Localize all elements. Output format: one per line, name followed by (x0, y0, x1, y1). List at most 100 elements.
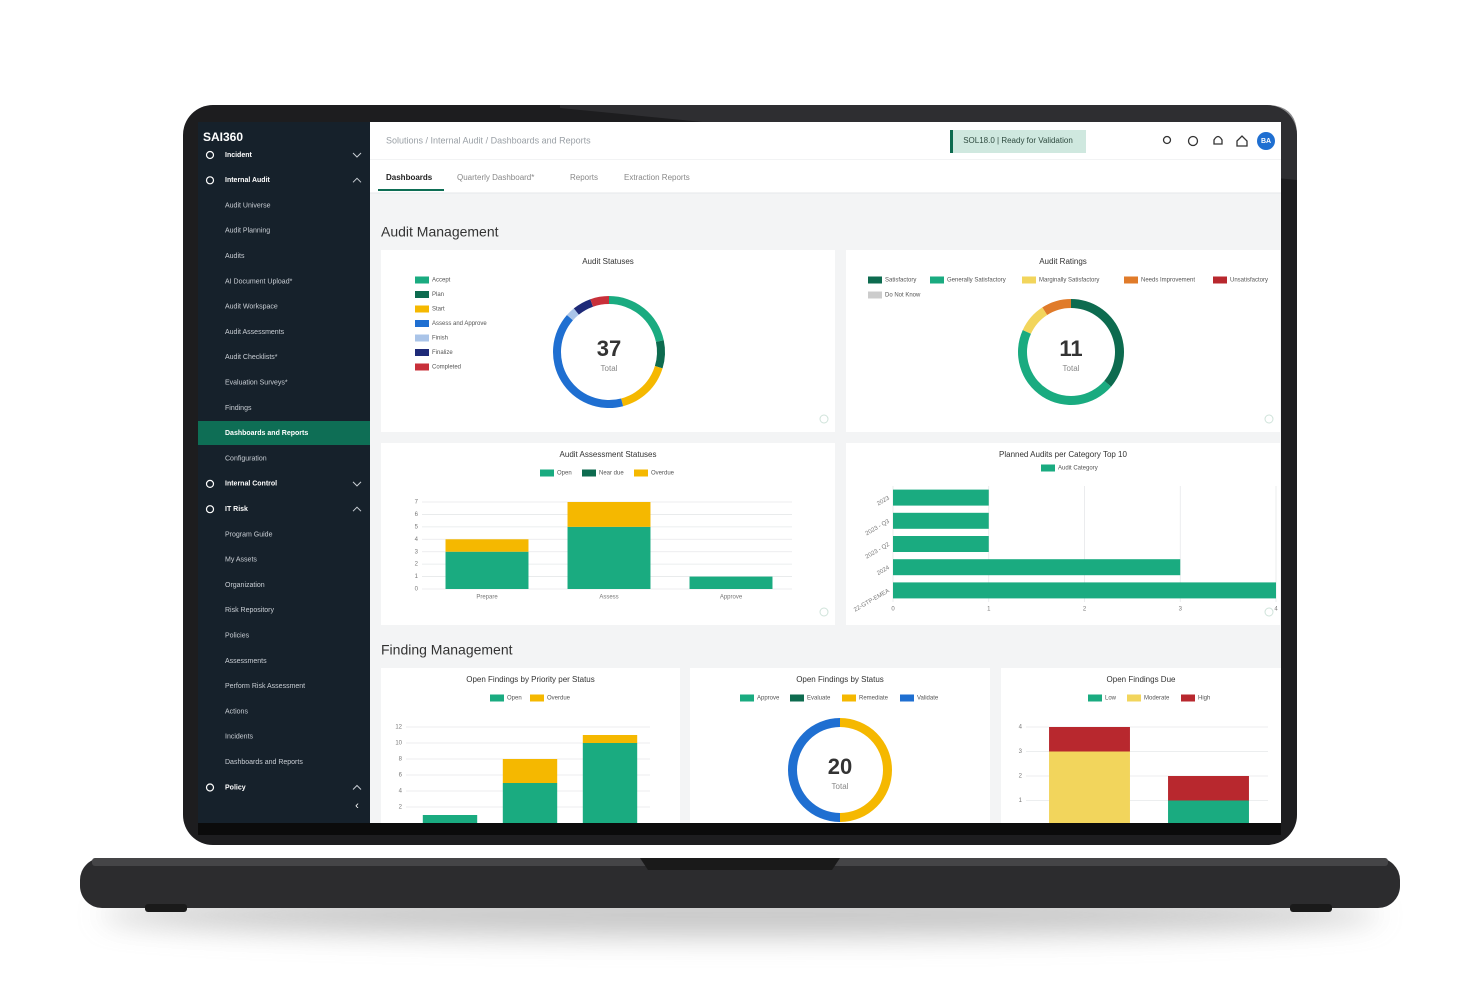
tab[interactable]: Quarterly Dashboard* (457, 173, 534, 182)
menu-item[interactable]: Risk Repository (225, 607, 275, 614)
legend-swatch (740, 694, 754, 702)
donut-segment (566, 308, 579, 321)
donut-segment (621, 366, 663, 407)
legend-label: Validate (917, 696, 939, 702)
donut-total-label: Total (832, 782, 849, 791)
y-tick-label: 1 (415, 574, 419, 580)
legend-label: Open (557, 471, 572, 477)
legend-label: Do Not Know (885, 293, 921, 299)
legend-swatch (1022, 276, 1036, 284)
menu-item[interactable]: Audit Assessments (225, 329, 285, 336)
section-title: Finding Management (381, 642, 513, 658)
menu-item[interactable]: My Assets (225, 557, 257, 564)
legend-label: Low (1105, 696, 1117, 702)
menu-item[interactable]: Assessments (225, 658, 267, 665)
x-tick-label: 3 (1179, 607, 1183, 613)
bar-segment (1049, 751, 1130, 823)
legend-swatch (1127, 694, 1141, 702)
chevron (352, 506, 362, 512)
menu-item[interactable]: Audit Workspace (225, 304, 278, 311)
chevron (352, 152, 362, 158)
legend-label: Finish (432, 336, 448, 342)
home-icon[interactable] (1236, 135, 1248, 147)
legend-swatch (582, 469, 596, 477)
menu-group[interactable]: Incident (225, 152, 253, 159)
legend-swatch (415, 305, 429, 313)
bar-segment (582, 735, 638, 743)
menu-item[interactable]: Evaluation Surveys* (225, 380, 288, 387)
bar-segment (1168, 776, 1249, 801)
info-icon[interactable] (1264, 414, 1274, 424)
search-icon[interactable] (1162, 135, 1172, 145)
legend-swatch (415, 276, 429, 284)
tab[interactable]: Reports (570, 173, 598, 182)
y-tick-label: 6 (399, 773, 403, 779)
y-tick-label: 8 (399, 757, 403, 763)
info-icon[interactable] (819, 414, 829, 424)
y-tick-label: 4 (399, 789, 403, 795)
legend-label: Open (507, 696, 522, 702)
legend-label: Overdue (651, 471, 675, 477)
collapse-icon[interactable]: ‹ (355, 800, 359, 812)
menu-item[interactable]: Perform Risk Assessment (225, 683, 305, 690)
menu-group[interactable]: Policy (225, 784, 246, 791)
menu-item[interactable]: Policies (225, 633, 250, 640)
menu-icon (205, 176, 215, 185)
x-tick-label: 2 (1083, 607, 1087, 613)
menu-item[interactable]: AI Document Upload* (225, 278, 293, 285)
donut-total-label: Total (601, 364, 618, 373)
y-tick-label: 2 (399, 805, 403, 811)
legend-label: Start (432, 307, 445, 313)
donut-segment (654, 340, 665, 369)
menu-item[interactable]: Audits (225, 253, 245, 260)
legend-swatch (842, 694, 856, 702)
menu-group[interactable]: Internal Audit (225, 177, 271, 184)
legend-swatch (790, 694, 804, 702)
info-icon[interactable] (819, 607, 829, 617)
info-icon[interactable] (1264, 607, 1274, 617)
menu-item[interactable]: Incidents (225, 734, 254, 741)
y-tick-label: 4 (1019, 725, 1023, 731)
menu-item[interactable]: Audit Checklists* (225, 354, 278, 361)
bar-segment (445, 539, 529, 552)
bar-segment (422, 815, 478, 823)
donut-segment (1017, 329, 1112, 406)
donut-total: 20 (828, 754, 852, 779)
donut-segment (1022, 307, 1048, 334)
logo: SAI360 (203, 130, 243, 144)
menu-group[interactable]: Internal Control (225, 481, 277, 488)
menu-icon (205, 505, 215, 514)
avatar[interactable] (1257, 132, 1275, 150)
legend-swatch (868, 276, 882, 284)
tab[interactable]: Extraction Reports (624, 173, 690, 182)
menu-item[interactable]: Organization (225, 582, 265, 589)
bell-icon[interactable] (1213, 135, 1223, 145)
legend-swatch (1181, 694, 1195, 702)
menu-item[interactable]: Configuration (225, 455, 267, 462)
legend-swatch (530, 694, 544, 702)
x-tick-label: Assess (599, 595, 618, 601)
menu-item[interactable]: Audit Universe (225, 202, 271, 209)
menu-item[interactable]: Dashboards and Reports (225, 430, 308, 437)
menu-item[interactable]: Findings (225, 405, 252, 412)
tab[interactable]: Dashboards (386, 173, 433, 182)
base-notch (640, 858, 840, 870)
menu-item[interactable]: Actions (225, 708, 248, 715)
y-tick-label: 2 (1019, 774, 1023, 780)
y-tick-label: 10 (395, 741, 402, 747)
legend-label: Audit Category (1058, 466, 1098, 472)
menu-item[interactable]: Audit Planning (225, 228, 270, 235)
donut-segment (840, 718, 892, 822)
help-icon[interactable] (1187, 135, 1199, 147)
legend-swatch (415, 334, 429, 342)
menu-item[interactable]: Program Guide (225, 531, 273, 538)
chart-title: Planned Audits per Category Top 10 (999, 450, 1127, 459)
bar (893, 512, 989, 529)
y-tick-label: 0 (415, 587, 419, 593)
bar-segment (445, 551, 529, 589)
bar-segment (1049, 727, 1130, 752)
y-tick-label: 12 (395, 725, 402, 731)
menu-group[interactable]: IT Risk (225, 506, 248, 513)
menu-item[interactable]: Dashboards and Reports (225, 759, 303, 766)
donut-segment (609, 296, 664, 342)
